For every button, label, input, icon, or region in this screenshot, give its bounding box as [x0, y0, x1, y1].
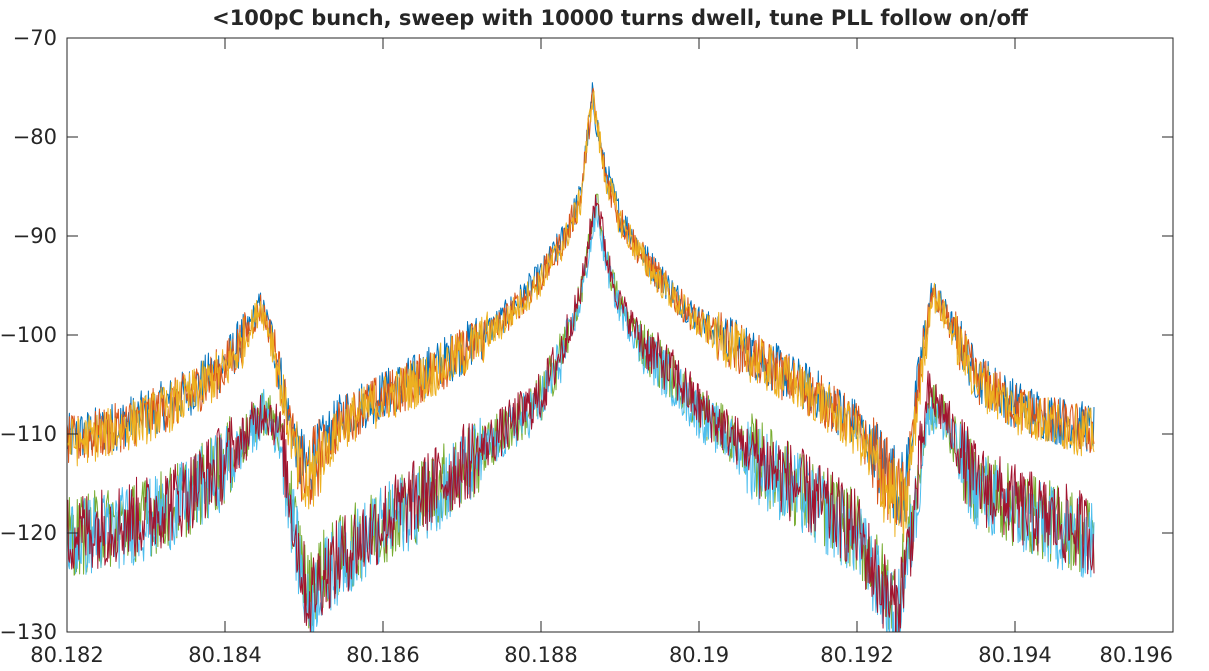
x-tick-label: 80.19 — [669, 643, 729, 667]
y-tick-label: −90 — [13, 224, 57, 248]
y-tick-label: −110 — [0, 422, 57, 446]
series-line-3 — [67, 90, 1095, 543]
x-tick-label: 80.194 — [978, 643, 1051, 667]
y-tick-label: −80 — [13, 125, 57, 149]
series-line-6 — [67, 194, 1095, 632]
x-tick-label: 80.196 — [1100, 643, 1173, 667]
y-tick-label: −70 — [13, 26, 57, 50]
y-tick-label: −120 — [0, 521, 57, 545]
x-tick-label: 80.192 — [820, 643, 893, 667]
chart-title: <100pC bunch, sweep with 10000 turns dwe… — [212, 6, 1029, 30]
series-layer — [67, 82, 1095, 632]
y-tick-label: −130 — [0, 620, 57, 644]
x-tick-label: 80.188 — [504, 643, 577, 667]
x-tick-label: 80.184 — [188, 643, 261, 667]
series-line-5 — [67, 197, 1095, 632]
x-tick-label: 80.182 — [30, 643, 103, 667]
tick-layer: 80.182 80.184 80.186 80.188 80.19 80.192 80.19… — [0, 26, 1174, 667]
x-tick-label: 80.186 — [346, 643, 419, 667]
y-tick-label: −100 — [0, 323, 57, 347]
